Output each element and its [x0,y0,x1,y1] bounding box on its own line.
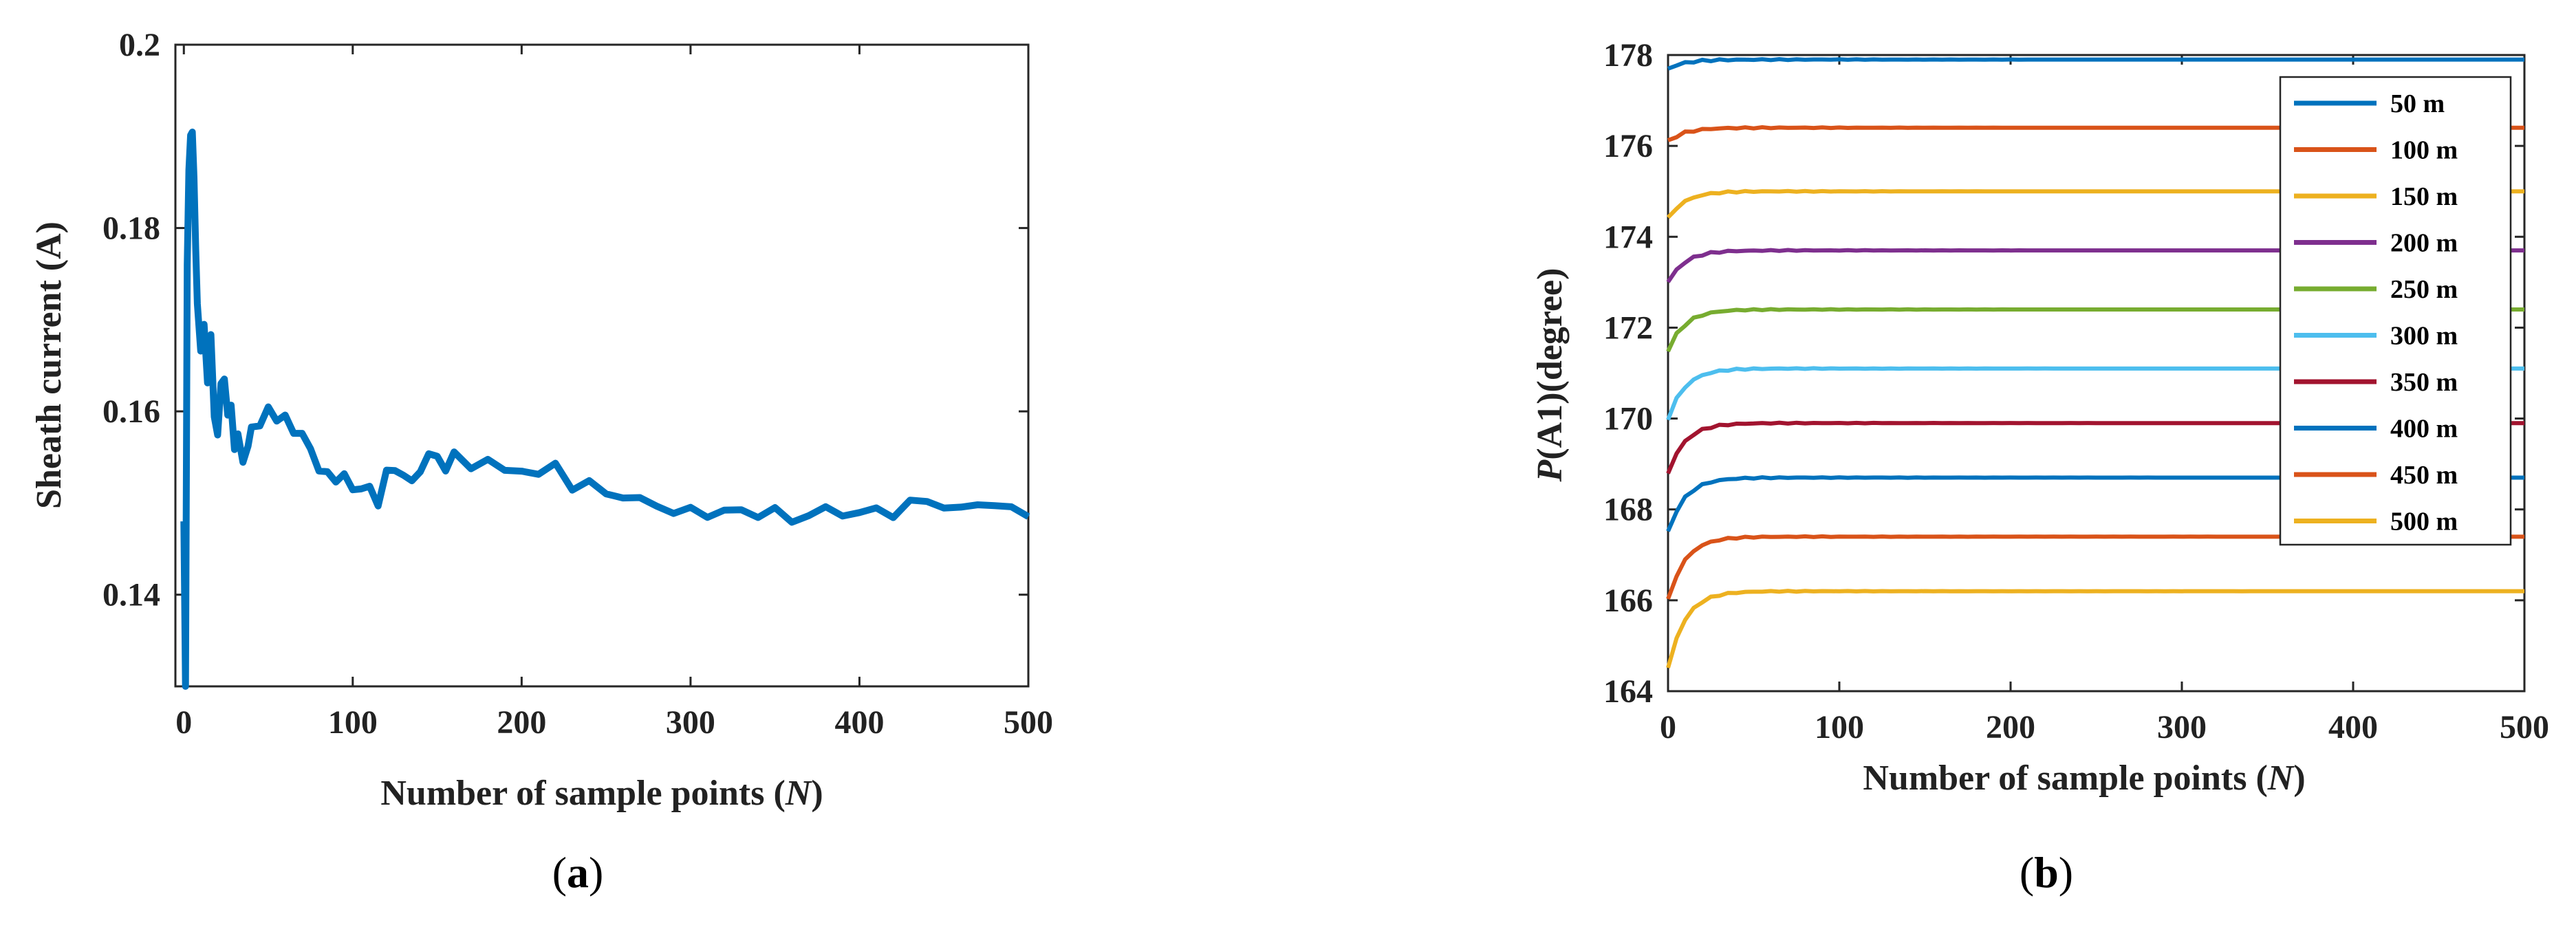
chart-a-y-axis-label: Sheath current (A) [30,221,69,509]
chart-a: 0 100 200 300 400 500 0.14 0.16 0.18 0.2 Sheath c… [30,27,1053,897]
chart-b-legend: 50 m 100 m 150 m 200 m 250 m 300 m 350 m 400 m 4… [2279,76,2512,546]
x-tick-label: 300 [666,704,715,741]
y-tick-label: 172 [1603,309,1653,346]
legend-entry-label: 100 m [2390,136,2458,165]
chart-a-ticks: 0 100 200 300 400 500 0.14 0.16 0.18 0.2 [102,27,1053,741]
chart-b-x-axis-label-var: N [2267,759,2295,798]
x-tick-label: 300 [2157,709,2207,746]
series-line-50m [1667,56,2524,71]
x-tick-label: 400 [834,704,884,741]
x-tick-label: 200 [497,704,546,741]
chart-b-x-axis-label-paren-close: ) [2293,759,2305,798]
y-tick-label: 0.16 [102,393,160,430]
x-tick-label: 100 [328,704,378,741]
panel-label-b-letter: b [2034,848,2059,897]
chart-a-series [180,129,1030,690]
panel-label-b: (b) [2020,848,2073,897]
x-tick-label: 200 [1986,709,2035,746]
y-tick-label: 178 [1603,37,1653,74]
legend-entry-label: 50 m [2390,89,2445,118]
chart-b-ticks: 0 100 200 300 400 500 164 166 168 170 172 174 176 178 [1603,37,2549,746]
x-tick-label: 500 [2500,709,2549,746]
chart-a-plot-area [174,43,1030,688]
y-tick-label: 168 [1603,492,1653,528]
chart-b-x-axis-label: Number of sample points (N) [1863,759,2305,798]
y-tick-label: 174 [1603,219,1653,255]
y-tick-label: 0.2 [119,27,160,63]
chart-b-y-axis-label-var: P [1530,459,1570,482]
y-tick-label: 170 [1603,401,1653,437]
y-tick-label: 0.18 [102,210,160,247]
legend-entry-label: 450 m [2390,461,2458,490]
chart-a-x-axis-label-paren-close: ) [811,774,823,813]
panel-label-b-close: ) [2059,848,2073,897]
x-tick-label: 0 [1660,709,1676,746]
legend-entry-label: 150 m [2390,182,2458,211]
legend-entry-label: 250 m [2390,275,2458,304]
legend-entry-label: 200 m [2390,229,2458,258]
x-tick-label: 400 [2328,709,2378,746]
x-tick-label: 0 [175,704,192,741]
x-tick-label: 500 [1004,704,1053,741]
panel-label-a: (a) [552,848,604,897]
legend-entry-label: 400 m [2390,415,2458,444]
legend-entry-label: 500 m [2390,508,2458,536]
x-tick-label: 100 [1815,709,1864,746]
panel-label-b-open: ( [2020,848,2034,897]
chart-a-x-axis-label-paren-open: ( [773,774,785,813]
chart-a-x-axis-label-var: N [785,774,813,813]
chart-a-x-axis-label-main: Number of sample points [380,774,773,813]
series-line-500m [1666,589,2524,668]
chart-b-x-axis-label-paren-open: ( [2255,759,2267,798]
series-line-sheath-current [180,129,1030,690]
chart-a-x-axis-label: Number of sample points (N) [380,774,823,813]
chart-b-y-axis-label: P(A1)(degree) [1530,268,1570,483]
chart-b-legend-box [2279,76,2512,546]
panel-label-a-letter: a [567,848,589,897]
chart-b-x-axis-label-main: Number of sample points [1863,759,2255,798]
panel-label-a-open: ( [552,848,567,897]
y-tick-label: 166 [1603,583,1653,619]
legend-entry-label: 300 m [2390,322,2458,351]
chart-b: 0 100 200 300 400 500 164 166 168 170 172 174 176 178… [1530,37,2549,897]
y-tick-label: 0.14 [102,577,160,613]
legend-entry-label: 350 m [2390,368,2458,397]
chart-b-y-axis-label-rest: (A1)(degree) [1530,268,1570,460]
y-tick-label: 176 [1603,128,1653,164]
y-tick-label: 164 [1603,673,1653,710]
panel-label-a-close: ) [589,848,603,897]
